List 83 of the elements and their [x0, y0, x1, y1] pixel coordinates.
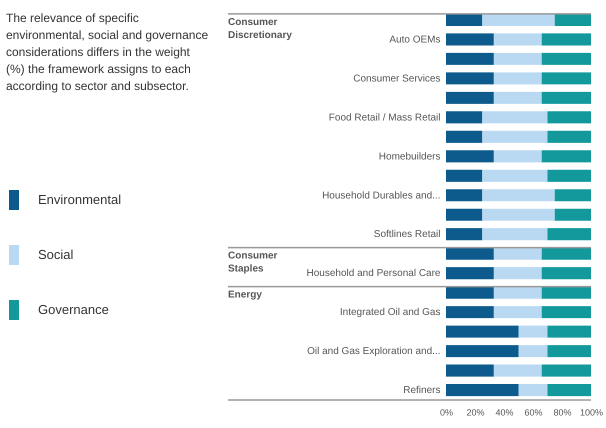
- bar: [548, 384, 591, 396]
- bar: [494, 286, 542, 299]
- legend-label: Social: [38, 247, 74, 262]
- bar: [518, 384, 548, 396]
- x-tick-label: 0%: [440, 408, 454, 418]
- x-tick-label: 80%: [553, 408, 572, 418]
- bar: [494, 248, 542, 260]
- bar: [446, 326, 518, 338]
- y-tick-label: Auto OEMs: [389, 34, 440, 46]
- bar: [542, 286, 591, 299]
- x-tick-label: 20%: [466, 408, 485, 418]
- bar: [548, 326, 591, 338]
- bar: [548, 111, 591, 124]
- y-tick-label: Softlines Retail: [374, 229, 440, 240]
- bar: [494, 92, 542, 104]
- bar: [548, 170, 591, 182]
- bar: [446, 92, 494, 104]
- bar: [446, 248, 494, 260]
- bar: [518, 326, 548, 338]
- y-tick-label: Household Durables and...: [322, 190, 440, 202]
- bar: [554, 208, 591, 221]
- bar: [494, 72, 542, 84]
- bar: [518, 345, 548, 358]
- bar: [542, 306, 591, 318]
- bar: [446, 345, 518, 358]
- bar: [554, 14, 591, 26]
- y-tick-label: Integrated Oil and Gas: [340, 307, 440, 318]
- y-tick-label: Oil and Gas Exploration and...: [307, 346, 440, 358]
- bar: [446, 189, 482, 202]
- bar: [542, 364, 591, 377]
- bar: [482, 208, 555, 221]
- x-tick-label: 60%: [524, 408, 543, 418]
- legend-label: Governance: [38, 302, 109, 317]
- bar: [542, 92, 591, 104]
- bar: [542, 52, 591, 65]
- bar: [446, 150, 494, 162]
- y-tick-label: Refiners: [403, 385, 440, 396]
- bar: [542, 72, 591, 84]
- y-tick-label: Homebuilders: [378, 151, 440, 162]
- bar: [446, 33, 494, 46]
- bar: [542, 248, 591, 260]
- bar: [548, 345, 591, 358]
- bar: [542, 267, 591, 280]
- x-tick-label: 40%: [495, 408, 514, 418]
- bar: [494, 364, 542, 377]
- y-tick-label: Consumer Services: [353, 73, 440, 84]
- bar: [542, 150, 591, 162]
- bar: [482, 14, 555, 26]
- bar: [446, 208, 482, 221]
- x-tick-label: 100%: [580, 408, 604, 418]
- bar: [446, 306, 494, 318]
- text: Consumer Staples: [228, 250, 278, 275]
- bar: [482, 130, 548, 143]
- bar: [494, 33, 542, 46]
- legend-label: Environmental: [38, 192, 122, 207]
- text: Consumer Discretionary: [228, 16, 292, 41]
- bar: [494, 52, 542, 65]
- bar: [494, 150, 542, 162]
- text: The relevance of specific environmental, social and governance considerations differs in the weight (%) the framework assigns to each according to sector and subsector.: [6, 10, 210, 95]
- bar: [482, 228, 548, 240]
- y-tick-label: Food Retail / Mass Retail: [328, 112, 440, 124]
- bar: [482, 189, 555, 202]
- bar: [446, 384, 518, 396]
- bar: [446, 228, 482, 240]
- bar: [446, 52, 494, 65]
- text: Energy: [228, 290, 262, 301]
- bar: [446, 130, 482, 143]
- bar: [446, 364, 494, 377]
- bar: [446, 72, 494, 84]
- bar: [446, 267, 494, 280]
- bar: [494, 267, 542, 280]
- bar: [548, 130, 591, 143]
- bar: [446, 111, 482, 124]
- bar: [482, 170, 548, 182]
- bar: [446, 286, 494, 299]
- bar: [494, 306, 542, 318]
- bar: [482, 111, 548, 124]
- bar: [446, 170, 482, 182]
- y-tick-label: Household and Personal Care: [306, 268, 441, 280]
- bar: [542, 33, 591, 46]
- bar: [554, 189, 591, 202]
- bar: [548, 228, 591, 240]
- bar: [446, 14, 482, 26]
